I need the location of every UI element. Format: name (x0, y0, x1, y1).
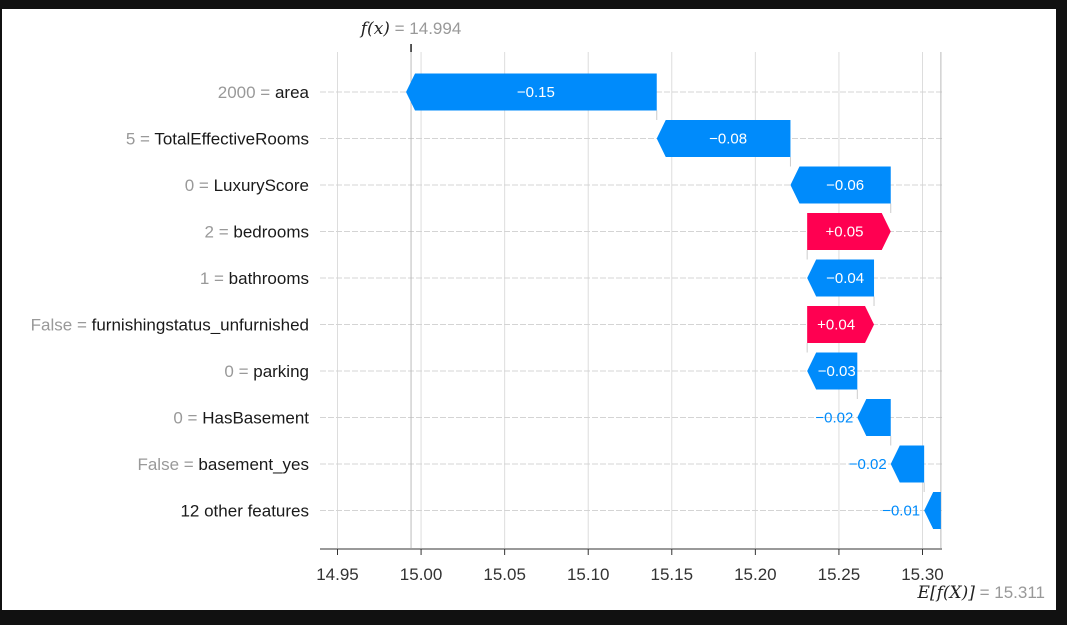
x-tick-label: 15.30 (901, 565, 944, 584)
waterfall-bar (790, 166, 891, 204)
feature-value: 0 = (185, 176, 214, 195)
fx-label: f(x) (359, 19, 390, 39)
x-tick-label: 15.10 (567, 565, 610, 584)
feature-value: False = (31, 316, 92, 335)
feature-name: furnishingstatus_unfurnished (92, 316, 309, 335)
feature-value: 2 = (205, 223, 234, 242)
feature-name: TotalEffectiveRooms (154, 130, 309, 149)
bar-value-label: −0.06 (826, 177, 864, 194)
x-tick-label: 15.00 (400, 565, 443, 584)
fx-value: = 14.994 (390, 19, 461, 38)
feature-value: 2000 = (218, 83, 275, 102)
feature-name: HasBasement (202, 409, 309, 428)
waterfall-bar (807, 259, 875, 297)
feature-name: bathrooms (229, 269, 309, 288)
feature-label: 12 other features (180, 502, 309, 521)
bar-value-label: −0.01 (882, 503, 920, 520)
ex-label: E[f(X)] (917, 583, 976, 603)
feature-label: 5 = TotalEffectiveRooms (126, 130, 309, 149)
bar-value-label: −0.03 (818, 363, 856, 380)
x-tick-label: 14.95 (316, 565, 359, 584)
bar-value-label: +0.05 (825, 224, 863, 241)
feature-value: 5 = (126, 130, 155, 149)
x-tick-label: 15.15 (651, 565, 694, 584)
feature-label: False = furnishingstatus_unfurnished (31, 316, 309, 335)
feature-name: 12 other features (180, 502, 309, 521)
feature-name: area (275, 83, 310, 102)
waterfall-bar (807, 352, 858, 390)
feature-label: 2 = bedrooms (205, 223, 309, 242)
feature-name: LuxuryScore (214, 176, 309, 195)
waterfall-bar (924, 492, 941, 529)
fx-annotation: f(x) = 14.994 (359, 19, 462, 39)
feature-label: 0 = parking (224, 362, 309, 381)
feature-name: basement_yes (198, 455, 309, 474)
feature-value: False = (137, 455, 198, 474)
feature-label: False = basement_yes (137, 455, 309, 474)
feature-name: bedrooms (233, 223, 309, 242)
waterfall-bar (406, 73, 657, 111)
waterfall-bar (807, 306, 875, 343)
bar-value-label: −0.02 (815, 410, 853, 427)
waterfall-bar (656, 120, 791, 157)
waterfall-bar (857, 399, 891, 436)
feature-label: 0 = HasBasement (173, 409, 309, 428)
feature-label: 0 = LuxuryScore (185, 176, 309, 195)
feature-label: 2000 = area (218, 83, 310, 102)
feature-name: parking (253, 362, 309, 381)
feature-value: 1 = (200, 269, 229, 288)
waterfall-bar (807, 213, 891, 250)
x-tick-label: 15.20 (734, 565, 777, 584)
x-tick-label: 15.05 (483, 565, 526, 584)
feature-value: 0 = (173, 409, 202, 428)
bar-value-label: −0.04 (826, 270, 864, 287)
bar-value-label: −0.15 (517, 84, 555, 101)
ex-value: = 15.311 (975, 583, 1045, 602)
feature-label: 1 = bathrooms (200, 269, 309, 288)
ex-annotation: E[f(X)] = 15.311 (917, 583, 1045, 603)
bar-value-label: +0.04 (817, 317, 855, 334)
bar-value-label: −0.02 (849, 456, 887, 473)
waterfall-bar (890, 445, 925, 483)
bar-value-label: −0.08 (709, 131, 747, 148)
x-tick-label: 15.25 (818, 565, 861, 584)
feature-value: 0 = (224, 362, 253, 381)
